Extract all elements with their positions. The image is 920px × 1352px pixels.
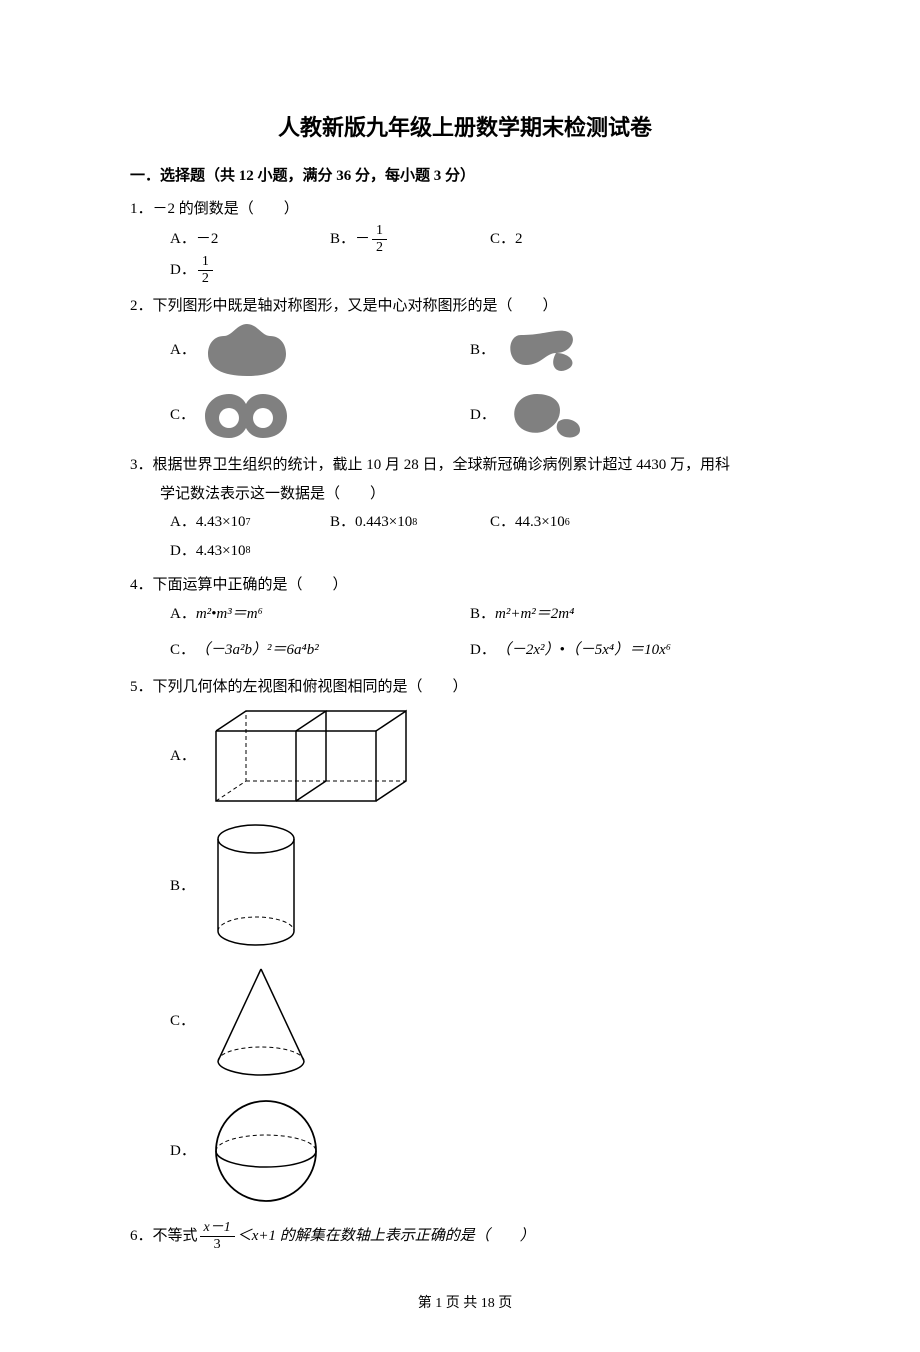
q4-option-d: D． （－2x²）•（－5x⁴）＝10x⁶ bbox=[470, 636, 671, 665]
q5-stem: 5．下列几何体的左视图和俯视图相同的是（ ） bbox=[130, 673, 800, 702]
page-footer: 第 1 页 共 18 页 bbox=[130, 1292, 800, 1312]
q6-stem: 6．不等式 x－1 3 ＜x+1 的解集在数轴上表示正确的是（ ） bbox=[130, 1221, 800, 1252]
question-6: 6．不等式 x－1 3 ＜x+1 的解集在数轴上表示正确的是（ ） bbox=[130, 1221, 800, 1252]
q3-option-b: B．0.443×108 bbox=[330, 508, 490, 537]
question-2: 2．下列图形中既是轴对称图形，又是中心对称图形的是（ ） A． B． bbox=[130, 292, 800, 444]
q3-option-d: D．4.43×108 bbox=[170, 537, 330, 566]
shape-two-holes-icon bbox=[201, 390, 291, 442]
fraction-icon: 1 2 bbox=[198, 255, 213, 286]
q3-option-a: A．4.43×107 bbox=[170, 508, 330, 537]
shape-leaf-icon bbox=[502, 388, 592, 443]
cylinder-icon bbox=[206, 821, 306, 951]
q2-stem: 2．下列图形中既是轴对称图形，又是中心对称图形的是（ ） bbox=[130, 292, 800, 321]
q2-option-c: C． bbox=[170, 388, 470, 443]
fraction-icon: 1 2 bbox=[372, 224, 387, 255]
fraction-icon: x－1 3 bbox=[200, 1221, 235, 1252]
q5-option-d: D． bbox=[170, 1091, 800, 1211]
q3-stem-line1: 3．根据世界卫生组织的统计，截止 10 月 28 日，全球新冠确诊病例累计超过 … bbox=[130, 451, 800, 480]
q2-option-a: A． bbox=[170, 320, 470, 380]
q2-option-d: D． bbox=[470, 388, 592, 443]
question-1: 1．－2 的倒数是（ ） A．－2 B． － 1 2 C．2 D． 1 2 bbox=[130, 195, 800, 286]
shape-yinyang-icon bbox=[501, 325, 591, 375]
sphere-icon bbox=[206, 1091, 326, 1211]
q5-option-b: B． bbox=[170, 821, 800, 951]
q4-stem: 4．下面运算中正确的是（ ） bbox=[130, 571, 800, 600]
document-title: 人教新版九年级上册数学期末检测试卷 bbox=[130, 110, 800, 142]
q2-option-b: B． bbox=[470, 320, 591, 380]
q3-option-c: C．44.3×106 bbox=[490, 508, 650, 537]
page-content: 人教新版九年级上册数学期末检测试卷 一．选择题（共 12 小题，满分 36 分，… bbox=[0, 0, 920, 1352]
q3-stem-line2: 学记数法表示这一数据是（ ） bbox=[160, 480, 800, 509]
question-5: 5．下列几何体的左视图和俯视图相同的是（ ） A． bbox=[130, 673, 800, 1212]
q1-option-b: B． － 1 2 bbox=[330, 224, 490, 255]
q5-option-a: A． bbox=[170, 701, 800, 811]
question-4: 4．下面运算中正确的是（ ） A． m²•m³＝m⁶ B． m²+m²＝2m⁴ … bbox=[130, 571, 800, 665]
q4-option-a: A． m²•m³＝m⁶ bbox=[170, 600, 470, 629]
q1-option-d: D． 1 2 bbox=[170, 255, 330, 286]
q4-option-c: C． （－3a²b）²＝6a⁴b² bbox=[170, 636, 470, 665]
cone-icon bbox=[206, 961, 316, 1081]
q1-stem: 1．－2 的倒数是（ ） bbox=[130, 195, 800, 224]
section-header: 一．选择题（共 12 小题，满分 36 分，每小题 3 分） bbox=[130, 164, 800, 185]
q1-option-a: A．－2 bbox=[170, 224, 330, 255]
two-cubes-icon bbox=[206, 701, 416, 811]
shape-blob-icon bbox=[202, 320, 292, 380]
q1-option-c: C．2 bbox=[490, 224, 650, 255]
question-3: 3．根据世界卫生组织的统计，截止 10 月 28 日，全球新冠确诊病例累计超过 … bbox=[130, 451, 800, 565]
q4-option-b: B． m²+m²＝2m⁴ bbox=[470, 600, 574, 629]
q5-option-c: C． bbox=[170, 961, 800, 1081]
